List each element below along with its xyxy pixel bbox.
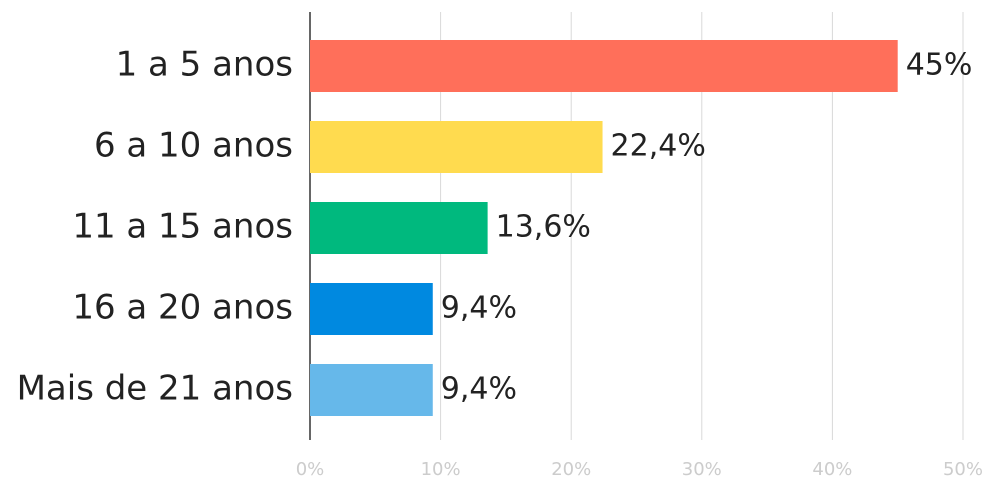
x-tick-label: 0% [296,459,325,480]
value-label: 13,6% [496,210,591,245]
value-label: 45% [906,48,973,83]
x-tick-label: 10% [421,459,461,480]
bar [310,283,433,335]
x-tick-label: 30% [682,459,722,480]
y-tick-label: 6 a 10 anos [94,126,293,166]
bar [310,40,898,92]
bar [310,121,603,173]
bar [310,202,488,254]
y-tick-label: Mais de 21 anos [17,369,293,409]
value-label: 22,4% [611,129,706,164]
value-label: 9,4% [441,291,517,326]
y-tick-label: 16 a 20 anos [72,288,293,328]
y-tick-label: 11 a 15 anos [72,207,293,247]
x-tick-label: 40% [812,459,852,480]
value-label: 9,4% [441,372,517,407]
x-tick-label: 20% [551,459,591,480]
bar [310,364,433,416]
y-tick-label: 1 a 5 anos [116,45,293,85]
x-tick-label: 50% [943,459,983,480]
